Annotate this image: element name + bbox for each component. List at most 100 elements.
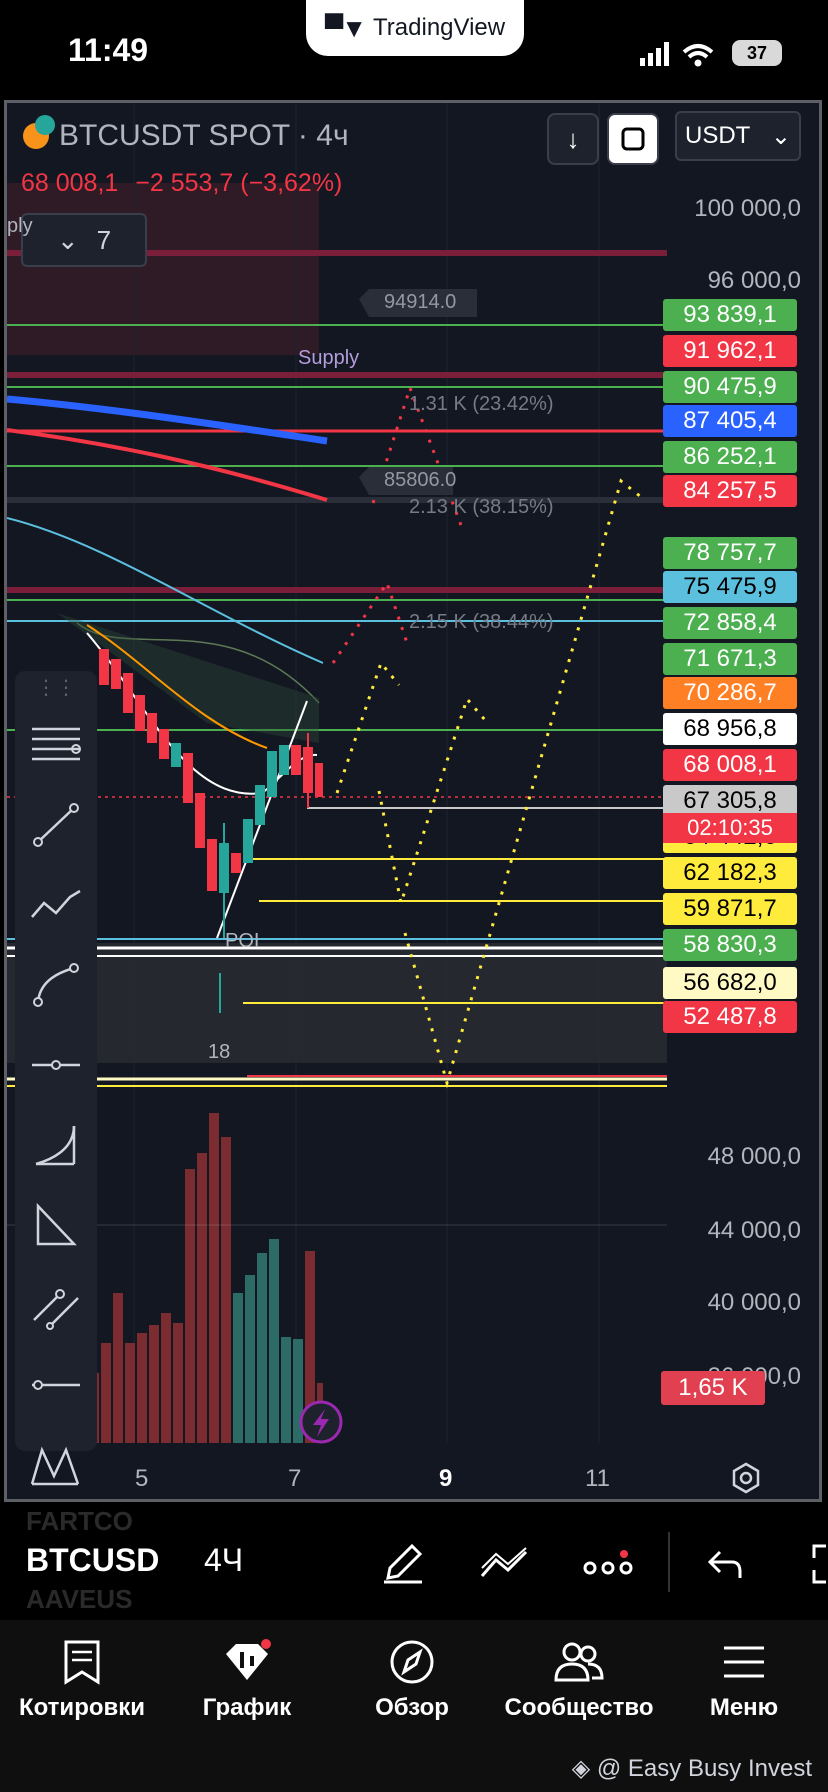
last-price: 68 008,1 xyxy=(21,169,119,197)
tool-pattern-button[interactable] xyxy=(15,1425,97,1499)
tool-curve-button[interactable] xyxy=(15,945,97,1025)
measure-label-2: 2.13 K (38.15%) xyxy=(409,496,554,518)
tab-bar: Котировки График Обзор Сообщество Меню ◈… xyxy=(0,1620,828,1792)
drawing-toolbar: ⋮⋮ xyxy=(15,671,97,1486)
compass-icon xyxy=(390,1640,434,1684)
undo-icon[interactable] xyxy=(706,1548,746,1582)
change-value: −2 553,7 (−3,62%) xyxy=(135,169,343,197)
price-tag: 87 405,4 xyxy=(663,405,797,437)
price-chart[interactable] xyxy=(7,103,819,1499)
volume-tag: 1,65 K xyxy=(661,1371,765,1405)
chevron-down-icon: ⌄ xyxy=(770,122,791,150)
tool-horizontal-line-button[interactable] xyxy=(15,1345,97,1425)
tab-label: Обзор xyxy=(375,1694,449,1721)
watermark: ◈ @ Easy Busy Invest xyxy=(571,1755,812,1782)
fullscreen-corner-icon[interactable] xyxy=(804,1542,828,1586)
tab-chart[interactable]: График xyxy=(167,1630,327,1722)
horizontal-lines-icon xyxy=(32,727,81,761)
symbol-bar: FARTCO BTCUSD 4Ч AAVEUS xyxy=(0,1502,828,1620)
ghost-symbol: AAVEUS xyxy=(26,1584,133,1614)
price-tag: 68 956,8 xyxy=(663,713,797,745)
measure-label-1: 1.31 K (23.42%) xyxy=(409,393,554,415)
tab-label: Меню xyxy=(709,1694,779,1721)
bars-count-label: 18 xyxy=(208,1041,231,1063)
price-tag: 84 257,5 xyxy=(663,475,797,507)
tool-triangle-button[interactable] xyxy=(15,1185,97,1265)
bar-countdown: 02:10:35 xyxy=(663,813,797,843)
tool-parallel-button[interactable] xyxy=(15,1265,97,1345)
time-axis-label: 5 xyxy=(135,1465,149,1492)
price-tag: 75 475,9 xyxy=(663,571,797,603)
active-interval[interactable]: 4Ч xyxy=(204,1542,244,1578)
tab-label: Сообщество xyxy=(504,1694,654,1721)
ghost-symbol: FARTCO xyxy=(26,1506,133,1536)
indicators-icon[interactable] xyxy=(478,1546,530,1582)
community-icon xyxy=(554,1642,604,1682)
path-icon xyxy=(31,889,81,918)
chart-area[interactable]: BTCUSDT SPOT · 4ч 68 008,1 −2 553,7 (−3,… xyxy=(4,100,822,1502)
chevron-down-icon: ⌄ xyxy=(56,224,79,255)
measure-label-3: 2.15 K (38.44%) xyxy=(409,611,554,633)
tool-lines-button[interactable] xyxy=(15,705,97,785)
chart-icon xyxy=(226,1639,271,1680)
price-tag: 59 871,7 xyxy=(663,893,797,925)
currency-select[interactable]: USDT ⌄ xyxy=(675,111,801,161)
price-tag: 58 830,3 xyxy=(663,929,797,961)
price-axis-label: 100 000,0 xyxy=(694,195,801,222)
price-tag: 62 182,3 xyxy=(663,857,797,889)
price-tag: 67 305,8 xyxy=(663,785,797,817)
supply-label: Supply xyxy=(298,347,360,369)
quotes-icon xyxy=(64,1640,100,1685)
horizontal-ray-icon xyxy=(32,1060,80,1070)
time-axis-label: 11 xyxy=(585,1465,610,1492)
settings-icon[interactable] xyxy=(729,1461,763,1495)
price-change-line: 68 008,1 −2 553,7 (−3,62%) xyxy=(21,169,342,198)
arc-icon xyxy=(35,1125,76,1166)
price-tag: 56 682,0 xyxy=(663,967,797,999)
price-axis-label: 48 000,0 xyxy=(707,1143,801,1170)
indicators-count: 7 xyxy=(96,224,112,255)
symbol-header[interactable]: BTCUSDT SPOT · 4ч xyxy=(23,115,349,153)
level-label-2: 85806.0 xyxy=(384,469,457,491)
supply-left-label: ply xyxy=(7,215,33,237)
price-tag: 90 475,9 xyxy=(663,371,797,403)
price-tag: 52 487,8 xyxy=(663,1001,797,1033)
level-label-1: 94914.0 xyxy=(384,291,457,313)
tab-menu[interactable]: Меню xyxy=(664,1630,824,1722)
tool-horizontal-ray-button[interactable] xyxy=(15,1025,97,1105)
pen-icon[interactable] xyxy=(380,1540,426,1586)
tradingview-logo-icon: ▀▼ xyxy=(324,12,367,43)
tab-community[interactable]: Сообщество xyxy=(499,1630,659,1722)
price-axis-label: 44 000,0 xyxy=(707,1217,801,1244)
tab-label: График xyxy=(202,1694,292,1721)
indicators-toggle[interactable]: ⌄ 7 xyxy=(21,213,147,267)
price-axis-label: 96 000,0 xyxy=(707,267,801,294)
more-icon[interactable] xyxy=(582,1550,636,1580)
fullscreen-button[interactable] xyxy=(607,113,659,165)
pattern-icon xyxy=(30,1446,80,1486)
price-tag: 78 757,7 xyxy=(663,537,797,569)
trend-line-icon xyxy=(33,803,79,847)
download-button[interactable]: ↓ xyxy=(547,113,599,165)
drag-handle-icon[interactable]: ⋮⋮ xyxy=(36,677,76,699)
battery-icon: 37 xyxy=(732,40,782,66)
triangle-icon xyxy=(36,1202,77,1246)
tab-quotes[interactable]: Котировки xyxy=(2,1630,162,1722)
divider xyxy=(668,1532,670,1592)
time-axis-label: 9 xyxy=(439,1465,453,1492)
tool-path-button[interactable] xyxy=(15,865,97,945)
active-symbol[interactable]: BTCUSD xyxy=(26,1542,160,1578)
diamond-logo-icon: ◈ xyxy=(571,1755,597,1782)
btc-coin-icon xyxy=(23,115,55,149)
app-pill[interactable]: ▀▼ TradingView xyxy=(306,0,524,56)
currency-value: USDT xyxy=(685,122,751,149)
time-axis-label: 7 xyxy=(288,1465,302,1492)
price-tag: 86 252,1 xyxy=(663,441,797,473)
app-pill-label: TradingView xyxy=(373,14,506,41)
price-tag: 93 839,1 xyxy=(663,299,797,331)
tab-overview[interactable]: Обзор xyxy=(332,1630,492,1722)
poi-label: POI xyxy=(225,930,260,952)
tab-label: Котировки xyxy=(18,1694,146,1721)
tool-trendline-button[interactable] xyxy=(15,785,97,865)
tool-arc-button[interactable] xyxy=(15,1105,97,1185)
